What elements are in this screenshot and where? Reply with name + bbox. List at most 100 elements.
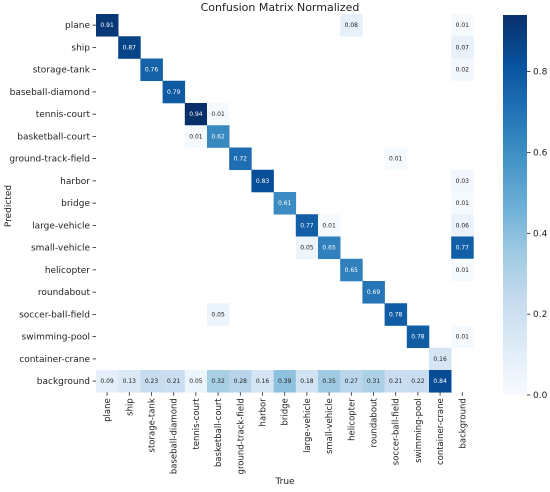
y-tick-label: helicopter <box>45 266 90 276</box>
heatmap-cell <box>451 36 474 59</box>
cell-value-label: 0.05 <box>211 311 225 318</box>
x-tick-label: roundabout <box>370 398 380 448</box>
cell-value-label: 0.01 <box>456 200 470 207</box>
colorbar-tick-label: 0.6 <box>533 148 548 158</box>
heatmap-cell <box>384 303 408 326</box>
y-tick-label: ground-track-field <box>9 155 90 165</box>
heatmap-cell <box>451 325 474 349</box>
cell-value-label: 0.18 <box>300 378 314 385</box>
y-tick-label: swimming-pool <box>22 333 90 343</box>
cell-value-label: 0.32 <box>211 378 225 385</box>
cell-value-label: 0.35 <box>322 378 336 385</box>
heatmap-cell <box>429 347 452 371</box>
cell-value-label: 0.08 <box>345 22 359 29</box>
cell-value-label: 0.05 <box>189 378 203 385</box>
y-tick-label: ship <box>71 43 90 53</box>
cell-value-label: 0.01 <box>456 22 470 29</box>
heatmap-cell <box>295 214 319 237</box>
heatmap-cell <box>207 125 230 148</box>
y-tick-label: container-crane <box>19 355 90 365</box>
x-tick-label: ground-track-field <box>236 398 246 474</box>
cell-value-label: 0.16 <box>433 356 447 363</box>
cell-value-label: 0.65 <box>322 245 336 252</box>
cell-value-label: 0.05 <box>300 245 314 252</box>
x-tick-label: large-vehicle <box>303 398 313 453</box>
cell-value-label: 0.01 <box>322 222 336 229</box>
y-tick-label: baseball-diamond <box>10 88 90 98</box>
cell-value-label: 0.27 <box>345 378 359 385</box>
cell-value-label: 0.23 <box>145 378 159 385</box>
heatmap-cell <box>140 58 163 82</box>
chart-title: Confusion Matrix Normalized <box>201 1 360 14</box>
cell-value-label: 0.87 <box>123 44 137 51</box>
y-tick-label: background <box>37 377 90 387</box>
cell-value-label: 0.01 <box>389 156 403 163</box>
colorbar <box>503 15 527 395</box>
heatmap-cell <box>251 169 274 193</box>
y-tick-label: small-vehicle <box>31 244 90 254</box>
cell-value-label: 0.69 <box>367 289 381 296</box>
x-tick-label: small-vehicle <box>325 398 335 454</box>
heatmap-cell <box>406 370 430 393</box>
heatmap-cell <box>96 14 119 37</box>
heatmap-cell <box>184 370 208 393</box>
cell-value-label: 0.61 <box>278 200 292 207</box>
heatmap-cell <box>318 236 341 260</box>
heatmap-cell <box>118 370 141 393</box>
cell-value-label: 0.76 <box>145 67 159 74</box>
colorbar-tick-label: 0.0 <box>533 391 548 401</box>
x-axis-label: True <box>274 477 295 487</box>
heatmap-cell <box>207 303 230 326</box>
heatmap-cell <box>184 125 208 148</box>
colorbar-tick-label: 0.8 <box>533 68 548 78</box>
x-tick-label: storage-tank <box>148 398 158 452</box>
heatmap-cell <box>451 192 474 215</box>
heatmap-cell <box>451 14 474 37</box>
heatmap-cell <box>451 258 474 282</box>
heatmap-cell <box>118 36 141 59</box>
cell-value-label: 0.39 <box>278 378 292 385</box>
x-tick-label: background <box>458 398 468 448</box>
cell-value-label: 0.79 <box>167 89 181 96</box>
cell-value-label: 0.72 <box>234 156 248 163</box>
heatmap-cell <box>162 80 186 104</box>
x-tick-label: soccer-ball-field <box>392 398 402 465</box>
heatmap-cell <box>406 325 430 349</box>
heatmap-cell <box>451 214 474 237</box>
y-tick-label: harbor <box>60 177 90 187</box>
y-tick-label: tennis-court <box>36 110 91 120</box>
cell-value-label: 0.01 <box>211 111 225 118</box>
cell-value-label: 0.91 <box>100 22 114 29</box>
cell-value-label: 0.06 <box>456 222 470 229</box>
heatmap-cell <box>229 370 252 393</box>
heatmap-cell <box>140 370 163 393</box>
cell-value-label: 0.94 <box>189 111 203 118</box>
y-tick-label: soccer-ball-field <box>19 310 90 320</box>
cell-value-label: 0.31 <box>367 378 381 385</box>
heatmap-cell <box>318 370 341 393</box>
heatmap-cell <box>96 370 119 393</box>
heatmap-cell <box>451 58 474 82</box>
heatmap-cell <box>295 370 319 393</box>
cell-value-label: 0.01 <box>456 267 470 274</box>
heatmap-cell <box>384 370 408 393</box>
heatmap-cell <box>229 147 252 171</box>
heatmap-cell <box>318 214 341 237</box>
cell-value-label: 0.16 <box>256 378 270 385</box>
heatmap-cell <box>362 370 385 393</box>
cell-value-label: 0.21 <box>389 378 403 385</box>
cell-value-label: 0.01 <box>189 133 203 140</box>
heatmap-cell <box>295 236 319 260</box>
heatmap-cell <box>384 147 408 171</box>
heatmap-cell <box>273 192 297 215</box>
x-tick-label: swimming-pool <box>414 398 424 463</box>
y-tick-label: basketball-court <box>17 132 90 142</box>
x-tick-label: bridge <box>281 398 291 425</box>
colorbar-tick-label: 0.4 <box>533 229 548 239</box>
cell-value-label: 0.09 <box>100 378 114 385</box>
y-tick-label: roundabout <box>38 288 91 298</box>
cell-value-label: 0.78 <box>389 311 403 318</box>
cell-value-label: 0.02 <box>456 67 470 74</box>
